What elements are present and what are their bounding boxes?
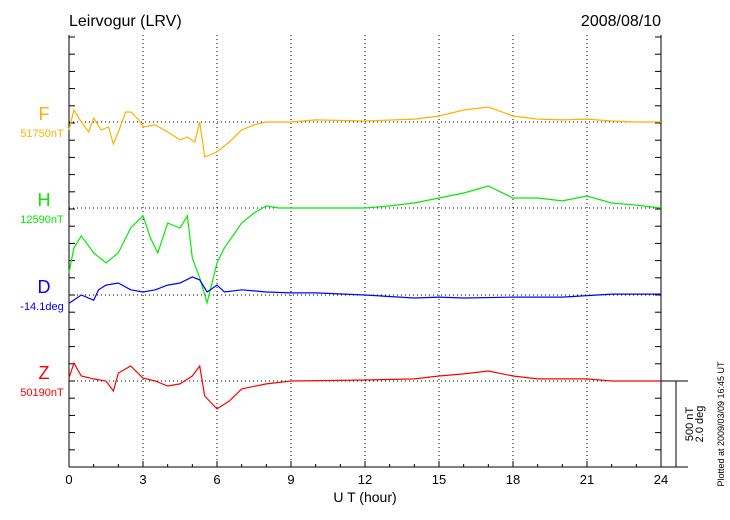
series-name-z: Z [39,363,50,383]
x-tick-label: 12 [358,472,372,487]
chart-title-station: Leirvogur (LRV) [69,13,182,30]
series-name-d: D [38,277,51,297]
x-tick-label: 0 [65,472,72,487]
scale-label-nt: 500 nT [684,407,696,442]
series-line-h [68,185,662,306]
plotted-at-footer: Plotted at 2009/03/09 16:45 UT [716,361,726,487]
series-name-f: F [39,104,50,124]
series-lines [68,106,662,410]
x-tick-label: 18 [506,472,520,487]
x-tick-label: 24 [654,472,668,487]
series-line-d [68,276,661,304]
series-name-h: H [38,190,51,210]
axes: 0 3 6 9 12 15 18 21 24 F 51750nT H 12590nT D -14.1deg Z… [20,35,688,487]
x-tick-label: 6 [213,472,220,487]
x-tick-label: 21 [580,472,594,487]
x-axis-label: U T (hour) [333,489,396,505]
series-line-f [68,106,661,158]
chart-title-date: 2008/08/10 [581,13,661,30]
x-tick-label: 9 [287,472,294,487]
series-baseline-label-z: 50190nT [20,387,64,399]
scale-label-deg: 2.0 deg [694,406,706,443]
series-baseline-label-h: 12590nT [20,214,64,226]
x-tick-label: 15 [432,472,446,487]
series-baseline-label-f: 51750nT [20,128,64,140]
series-baseline-label-d: -14.1deg [20,301,63,313]
series-line-z [68,361,661,410]
x-tick-label: 3 [139,472,146,487]
